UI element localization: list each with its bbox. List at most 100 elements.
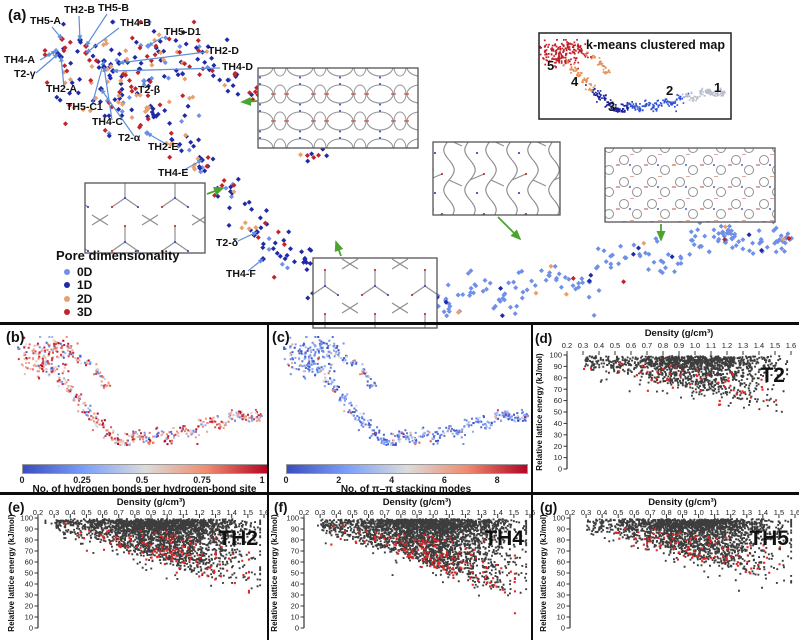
x-tick-label-g: 0.4 — [597, 508, 607, 517]
inset-pointer-arrow — [334, 240, 344, 257]
x-tick-label-e: 1.1 — [178, 508, 188, 517]
x-tick-label-f: 1.4 — [492, 508, 502, 517]
hbond-map-points — [22, 344, 238, 443]
structure-annotation-label: T2-α — [118, 132, 141, 144]
annotation-leader-line — [102, 66, 113, 121]
y-tick-label-g: 20 — [557, 602, 565, 611]
x-tick-label-f: 1.6 — [525, 508, 535, 517]
y-tick-label-f: 80 — [291, 536, 299, 545]
legend-swatch-2D — [64, 295, 70, 302]
panel-title-f: TH4 — [484, 527, 524, 550]
pipi-map-points — [289, 344, 508, 443]
x-tick-label-e: 0.8 — [130, 508, 140, 517]
x-tick-label-g: 0.7 — [645, 508, 655, 517]
x-tick-label-g: 0.9 — [677, 508, 687, 517]
x-tick-label-f: 1.3 — [476, 508, 486, 517]
pipi-map-points — [302, 350, 519, 446]
divider-vertical-2 — [531, 325, 533, 492]
y-tick-label-d: 0 — [558, 465, 562, 474]
x-tick-label-d: 0.7 — [642, 341, 652, 350]
x-tick-label-g: 0.6 — [629, 508, 639, 517]
structure-annotation-label: TH5-A — [30, 15, 61, 27]
x-tick-label-f: 0.3 — [315, 508, 325, 517]
hbond-map-points — [25, 343, 261, 446]
y-tick-label-f: 90 — [291, 525, 299, 534]
pipi-colorbar-gradient — [286, 464, 528, 474]
energy-scatter-red-f — [330, 524, 516, 615]
kmeans-title: k-means clustered map — [586, 38, 725, 52]
structure-annotation-label: T2-δ — [216, 237, 238, 249]
panel-title-g: TH5 — [749, 527, 789, 550]
panel-a-label: (a) — [8, 7, 27, 24]
kmeans-inset-border — [538, 32, 732, 120]
divider-vertical-4 — [531, 495, 533, 640]
divider-horizontal-1 — [0, 322, 799, 325]
y-tick-label-d: 70 — [554, 385, 562, 394]
kmeans-cluster-label-5: 5 — [547, 58, 554, 73]
pipi-map-points — [292, 336, 529, 446]
x-axis-title-g: Density (g/cm³) — [648, 497, 717, 508]
pipi-colorbar-tick: 0 — [283, 475, 289, 485]
crystal-inset-rings-border — [257, 67, 419, 149]
x-tick-label-d: 0.4 — [594, 341, 604, 350]
y-tick-label-g: 70 — [557, 547, 565, 556]
x-tick-label-e: 0.2 — [33, 508, 43, 517]
pore-dimensionality-legend: Pore dimensionality 0D 1D 2D 3D — [56, 248, 180, 319]
y-tick-label-d: 50 — [554, 408, 562, 417]
y-axis-title-g: Relative lattice energy (kJ/mol) — [539, 514, 548, 632]
structure-annotation-label: TH2-A — [46, 83, 77, 95]
y-tick-label-e: 60 — [25, 558, 33, 567]
hbond-colorbar-tick: 1 — [259, 475, 265, 485]
kmeans-cluster-label-2: 2 — [666, 83, 673, 98]
hbond-map-points — [18, 347, 198, 440]
x-tick-label-e: 0.7 — [113, 508, 123, 517]
x-tick-label-e: 1.0 — [162, 508, 172, 517]
x-tick-label-e: 0.5 — [81, 508, 91, 517]
hbond-colorbar: 0 0.25 0.5 0.75 1 No. of hydrogen bonds per … — [19, 464, 269, 495]
pipi-colorbar-ticks: 0 2 4 6 8 — [283, 474, 526, 485]
hbond-colorbar-gradient — [22, 464, 269, 474]
inset-pointer-arrow — [240, 96, 259, 106]
y-tick-label-d: 40 — [554, 419, 562, 428]
y-tick-label-e: 70 — [25, 547, 33, 556]
kmeans-cluster-label-4: 4 — [571, 74, 579, 89]
annotation-leader-line — [112, 67, 221, 74]
pipi-map-points — [284, 336, 524, 445]
panel-title-d: T2 — [760, 364, 785, 387]
legend-items: 0D 1D 2D 3D — [56, 265, 180, 319]
y-tick-label-f: 20 — [291, 602, 299, 611]
annotation-leader-line — [91, 60, 106, 106]
legend-item-2D: 2D — [56, 292, 180, 306]
x-axis-title-e: Density (g/cm³) — [117, 497, 186, 508]
x-tick-label-e: 1.6 — [259, 508, 269, 517]
y-tick-label-e: 20 — [25, 602, 33, 611]
pipi-colorbar-tick: 2 — [336, 475, 342, 485]
x-tick-label-d: 1.0 — [690, 341, 700, 350]
x-tick-label-d: 0.3 — [578, 341, 588, 350]
structure-annotation-label: T2-γ — [14, 68, 36, 80]
annotation-leader-line — [147, 36, 164, 47]
crystal-inset-wavy-border — [432, 141, 561, 216]
hbond-colorbar-tick: 0 — [19, 475, 25, 485]
y-tick-label-e: 100 — [20, 514, 33, 523]
hbond-map-points — [24, 341, 262, 444]
x-tick-label-f: 0.9 — [412, 508, 422, 517]
structure-annotation-label: TH4-B — [120, 17, 151, 29]
annotation-leader-line — [247, 258, 264, 272]
hbond-map-points — [48, 336, 258, 446]
x-tick-label-g: 1.5 — [774, 508, 784, 517]
x-tick-label-f: 0.8 — [396, 508, 406, 517]
x-tick-label-f: 1.0 — [428, 508, 438, 517]
y-tick-label-f: 50 — [291, 569, 299, 578]
energy-scatter-gray-g — [586, 518, 793, 592]
divider-horizontal-2 — [0, 492, 799, 495]
legend-label-3D: 3D — [77, 305, 93, 320]
divider-vertical-3 — [267, 495, 269, 640]
y-tick-label-g: 50 — [557, 569, 565, 578]
hbond-colorbar-tick: 0.75 — [193, 475, 211, 485]
structure-annotation-label: T2-β — [138, 84, 161, 96]
kmeans-points — [585, 84, 633, 113]
x-tick-label-g: 0.5 — [613, 508, 623, 517]
structure-annotation-label: TH4-D — [222, 61, 253, 73]
